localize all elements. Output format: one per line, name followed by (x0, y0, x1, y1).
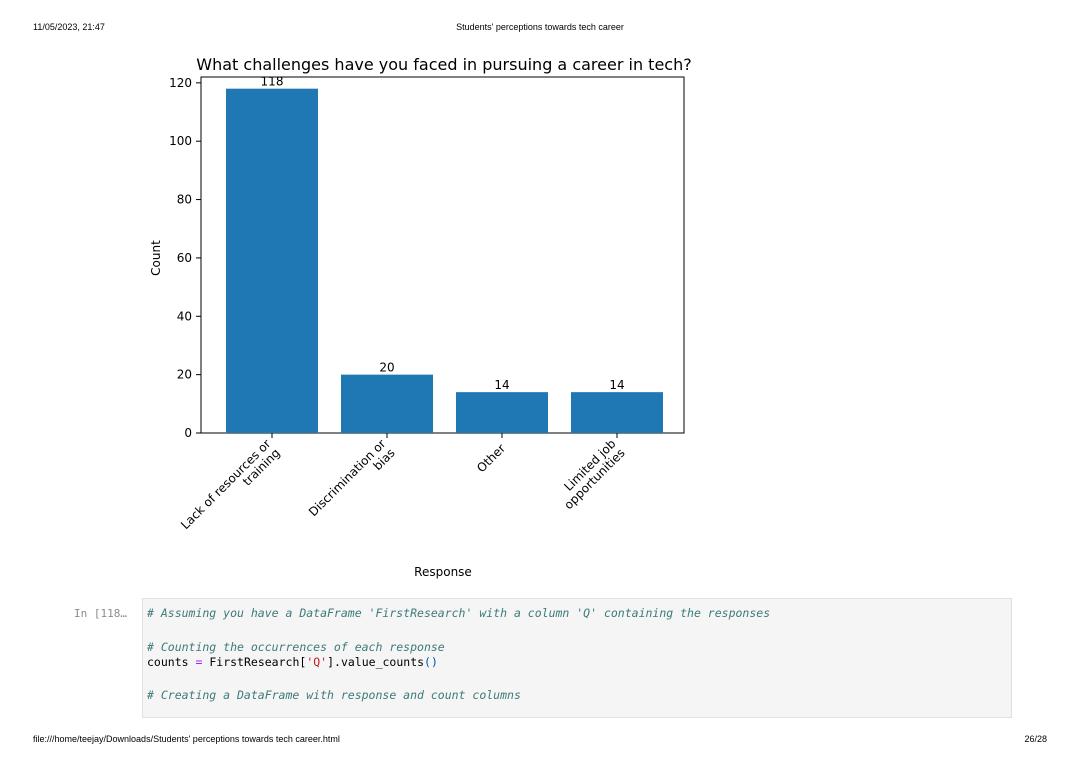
bar-value-label: 118 (261, 75, 284, 89)
bar-value-label: 14 (609, 378, 624, 392)
y-tick-label: 120 (169, 76, 192, 90)
code-token: counts (147, 655, 189, 669)
x-tick-label-text: Discrimination orbias (306, 437, 398, 529)
code-token: FirstResearch (209, 655, 300, 669)
notebook-code-cell[interactable]: In [118… # Assuming you have a DataFrame… (60, 598, 1020, 718)
chart-title: What challenges have you faced in pursui… (196, 55, 691, 74)
x-tick-label-text: Other (474, 441, 508, 475)
print-datetime: 11/05/2023, 21:47 (33, 22, 105, 32)
file-path: file:///home/teejay/Downloads/Students' … (33, 734, 340, 744)
y-tick-label: 40 (177, 309, 192, 323)
code-comment: # Creating a DataFrame with response and… (147, 688, 521, 702)
code-token: .value_counts (334, 655, 425, 669)
code-token: ] (327, 655, 335, 669)
code-editor[interactable]: # Assuming you have a DataFrame 'FirstRe… (142, 598, 1012, 718)
x-tick-label-line: Lack of resources or (178, 437, 274, 533)
x-tick-label: Other (474, 441, 508, 475)
y-tick-label: 0 (184, 426, 192, 440)
x-axis-label: Response (414, 565, 472, 579)
code-token: 'Q' (306, 655, 328, 669)
page-number: 26/28 (1024, 734, 1047, 744)
print-header: 11/05/2023, 21:47 Students' perceptions … (33, 22, 1047, 36)
cell-prompt: In [118… (74, 607, 127, 620)
x-tick-label-line: Discrimination or (306, 437, 389, 520)
y-tick-label: 100 (169, 134, 192, 148)
bar-value-label: 14 (494, 378, 509, 392)
print-page-title: Students' perceptions towards tech caree… (456, 22, 624, 32)
x-tick-label: Lack of resources ortraining (178, 437, 283, 542)
y-axis-label: Count (149, 240, 163, 276)
y-tick-label: 60 (177, 251, 192, 265)
x-tick-label-line: Other (474, 441, 508, 475)
code-token: () (424, 655, 438, 669)
bars-group: 118 20 14 14 (226, 75, 663, 434)
bar (341, 374, 433, 433)
code-token: [ (299, 655, 307, 669)
bar-value-label: 20 (379, 361, 394, 375)
bar (571, 392, 663, 433)
bar-chart: What challenges have you faced in pursui… (149, 55, 692, 579)
print-footer: file:///home/teejay/Downloads/Students' … (33, 734, 1047, 748)
y-axis: 0 20 40 60 80 100 120 (169, 76, 201, 440)
x-tick-label: Discrimination orbias (306, 437, 398, 529)
y-tick-label: 80 (177, 193, 192, 207)
plot-frame (200, 76, 685, 434)
code-comment: # Counting the occurrences of each respo… (147, 640, 445, 654)
x-axis: Lack of resources ortraining Discriminati… (178, 433, 628, 542)
x-tick-label-text: Limited jobopportunities (552, 437, 628, 513)
code-token: = (195, 655, 203, 669)
bar (456, 392, 548, 433)
code-comment: # Assuming you have a DataFrame 'FirstRe… (147, 606, 771, 620)
code-statement: counts = FirstResearch['Q'].value_counts… (147, 655, 438, 669)
x-tick-label-text: Lack of resources ortraining (178, 437, 283, 542)
x-tick-label: Limited jobopportunities (552, 437, 628, 513)
y-tick-label: 20 (177, 368, 192, 382)
bar (226, 88, 318, 434)
